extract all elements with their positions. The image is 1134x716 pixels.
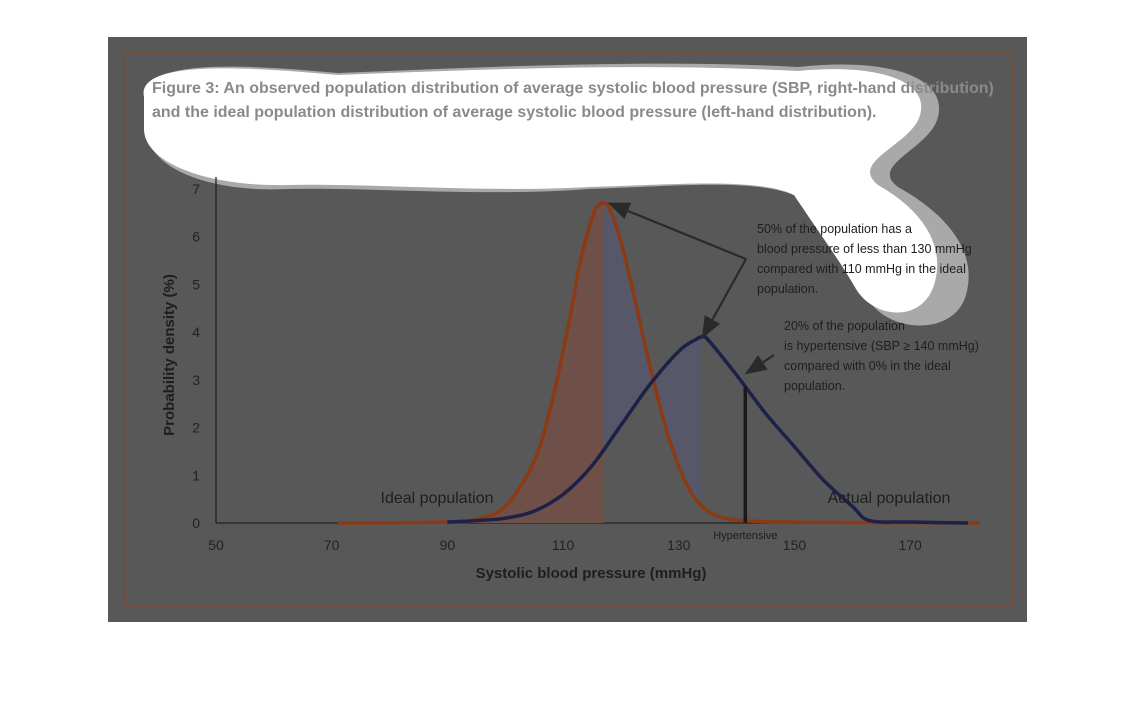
annotation-1-line-3: compared with 110 mmHg in the ideal	[757, 262, 966, 276]
figure-panel: Figure 3: An observed population distrib…	[108, 37, 1027, 622]
caption-cloud	[143, 67, 938, 313]
y-tick-label: 5	[192, 276, 200, 292]
caption-line-1: Figure 3: An observed population distrib…	[152, 80, 994, 97]
y-tick-label: 4	[192, 324, 200, 340]
x-tick-label: 90	[440, 537, 456, 553]
x-tick-label: 50	[208, 537, 224, 553]
x-tick-label: 70	[324, 537, 340, 553]
x-ticks: 50 70 90 110 130 150 170	[208, 537, 922, 553]
y-tick-label: 1	[192, 467, 200, 483]
actual-population-label: Actual population	[828, 490, 951, 507]
actual-population-line	[447, 333, 969, 525]
annotation-1-arrow-actual	[701, 258, 747, 339]
annotation-1-line-1: 50% of the population has a	[757, 222, 912, 236]
annotation-2-line-2: is hypertensive (SBP ≥ 140 mmHg)	[784, 339, 979, 353]
caption-line-2: and the ideal population distribution of…	[152, 104, 877, 121]
x-tick-label: 110	[552, 537, 575, 553]
ideal-population-line	[337, 201, 980, 525]
y-tick-label: 2	[192, 420, 200, 436]
annotation-1-line-2: blood pressure of less than 130 mmHg	[757, 242, 972, 256]
x-axis-title: Systolic blood pressure (mmHg)	[476, 565, 707, 582]
y-ticks: 0 1 2 3 4 5 6 7	[192, 181, 200, 531]
figure-border	[123, 52, 1014, 608]
annotation-1-arrow-ideal	[607, 202, 747, 261]
y-tick-label: 3	[192, 372, 200, 388]
annotation-2-line-4: population.	[784, 379, 845, 393]
chart: Figure 3: An observed population distrib…	[123, 52, 1014, 608]
annotation-1-line-4: population.	[757, 282, 818, 296]
y-tick-label: 7	[192, 181, 200, 197]
x-tick-label: 130	[667, 537, 691, 553]
annotation-2-arrow	[744, 354, 775, 375]
ideal-population-fill	[337, 203, 604, 524]
x-tick-label: 170	[898, 537, 922, 553]
actual-population-fill	[603, 203, 702, 507]
hypertensive-label: Hypertensive	[713, 530, 777, 542]
ideal-population-label: Ideal population	[381, 490, 494, 507]
y-tick-label: 0	[192, 515, 200, 531]
y-tick-label: 6	[192, 229, 200, 245]
y-axis-title: Probability density (%)	[161, 274, 178, 436]
annotation-2-line-3: compared with 0% in the ideal	[784, 359, 951, 373]
x-tick-label: 150	[783, 537, 807, 553]
annotation-2-line-1: 20% of the population	[784, 319, 905, 333]
